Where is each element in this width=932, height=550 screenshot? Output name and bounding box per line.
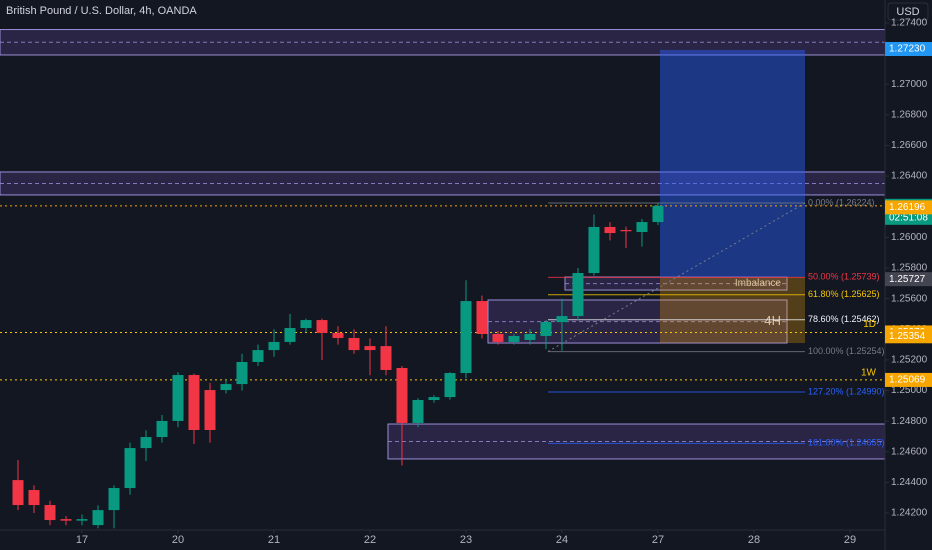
- candle-body: [524, 333, 536, 340]
- candle-body: [332, 332, 344, 338]
- candle-body: [268, 341, 280, 351]
- candle-body: [252, 350, 264, 363]
- candle-body: [44, 505, 56, 521]
- fib-label: 61.80% (1.25625): [808, 289, 880, 299]
- y-tick-label: 1.24400: [891, 477, 928, 488]
- price-tag: [885, 200, 932, 215]
- candle-body: [572, 273, 584, 317]
- price-tag-label: 1.25354: [889, 331, 926, 342]
- chart-title: British Pound / U.S. Dollar, 4h, OANDA: [6, 5, 197, 17]
- x-tick-label: 27: [652, 534, 664, 546]
- fib-label: 127.20% (1.24990): [808, 386, 885, 396]
- candle-body: [540, 322, 552, 336]
- y-tick-label: 1.24600: [891, 446, 928, 457]
- candle-body: [12, 480, 24, 506]
- price-tag-label: 1.26196: [889, 202, 926, 213]
- price-tag: [885, 329, 932, 344]
- price-tag-label: 1.25727: [889, 274, 926, 285]
- candle-body: [620, 230, 632, 232]
- y-tick-label: 1.26000: [891, 232, 928, 243]
- x-tick-label: 29: [844, 534, 856, 546]
- candle-body: [508, 335, 520, 342]
- level-label: 1W: [861, 368, 877, 379]
- price-tag: [885, 42, 932, 57]
- y-tick-label: 1.26800: [891, 109, 928, 120]
- candle-body: [172, 375, 184, 421]
- candle-body: [284, 328, 296, 342]
- candle-body: [348, 337, 360, 351]
- candle-body: [412, 399, 424, 423]
- candle-body: [604, 226, 616, 234]
- candle-body: [588, 226, 600, 274]
- y-tick-label: 1.27400: [891, 18, 928, 29]
- position-stop: [660, 277, 805, 344]
- price-tag-label: 1.27230: [889, 44, 926, 55]
- y-tick-label: 1.25200: [891, 355, 928, 366]
- price-tag-label: 1.25069: [889, 375, 926, 386]
- zone-label: 4H: [764, 313, 781, 328]
- x-tick-label: 22: [364, 534, 376, 546]
- fib-label: 50.00% (1.25739): [808, 272, 880, 282]
- candle-body: [652, 205, 664, 223]
- y-tick-label: 1.25600: [891, 293, 928, 304]
- fib-label: 78.60% (1.25462): [808, 314, 880, 324]
- candle-body: [460, 301, 472, 374]
- candle-body: [28, 490, 40, 506]
- fib-label: 100.00% (1.25254): [808, 346, 885, 356]
- y-tick-label: 1.24200: [891, 508, 928, 519]
- candle-body: [92, 510, 104, 526]
- level-label: 1D: [863, 319, 876, 330]
- candle-body: [124, 448, 136, 489]
- candle-body: [220, 384, 232, 391]
- price-tag: [885, 372, 932, 387]
- candle-body: [444, 373, 456, 398]
- candle-body: [300, 320, 312, 329]
- candle-body: [188, 375, 200, 431]
- candle-body: [204, 390, 216, 431]
- x-tick-label: 17: [76, 534, 88, 546]
- currency-label: USD: [896, 6, 919, 18]
- x-tick-label: 20: [172, 534, 184, 546]
- x-tick-label: 21: [268, 534, 280, 546]
- y-tick-label: 1.26600: [891, 140, 928, 151]
- y-tick-label: 1.27000: [891, 79, 928, 90]
- candle-body: [108, 488, 120, 511]
- y-tick-label: 1.24800: [891, 416, 928, 427]
- candle-body: [396, 367, 408, 423]
- fib-label: 161.80% (1.24655): [808, 438, 885, 448]
- candle-body: [492, 333, 504, 342]
- candle-body: [140, 437, 152, 449]
- y-tick-label: 1.26400: [891, 171, 928, 182]
- candle-body: [476, 301, 488, 334]
- zone-label: Imbalance: [735, 278, 782, 289]
- candle-body: [76, 519, 88, 521]
- candle-body: [156, 420, 168, 438]
- candle-body: [316, 320, 328, 333]
- fib-label: 0.00% (1.26224): [808, 197, 875, 207]
- candle-body: [556, 316, 568, 323]
- countdown-label: 02:51:08: [889, 212, 928, 223]
- plot-area: Imbalance 4H 0.00% (1.26224) 50.00% (1.2573…: [0, 29, 886, 529]
- y-tick-label: 1.25800: [891, 263, 928, 274]
- x-tick-label: 28: [748, 534, 760, 546]
- candle-body: [636, 222, 648, 232]
- candle-body: [380, 346, 392, 370]
- currency-button[interactable]: [887, 2, 929, 21]
- position-target: [660, 49, 805, 278]
- candle-body: [60, 519, 72, 521]
- candle-body: [428, 397, 440, 400]
- x-tick-label: 24: [556, 534, 568, 546]
- y-tick-label: 1.25000: [891, 385, 928, 396]
- x-tick-label: 23: [460, 534, 472, 546]
- candle-body: [236, 362, 248, 385]
- price-tag: [885, 272, 932, 287]
- candle-body: [364, 346, 376, 351]
